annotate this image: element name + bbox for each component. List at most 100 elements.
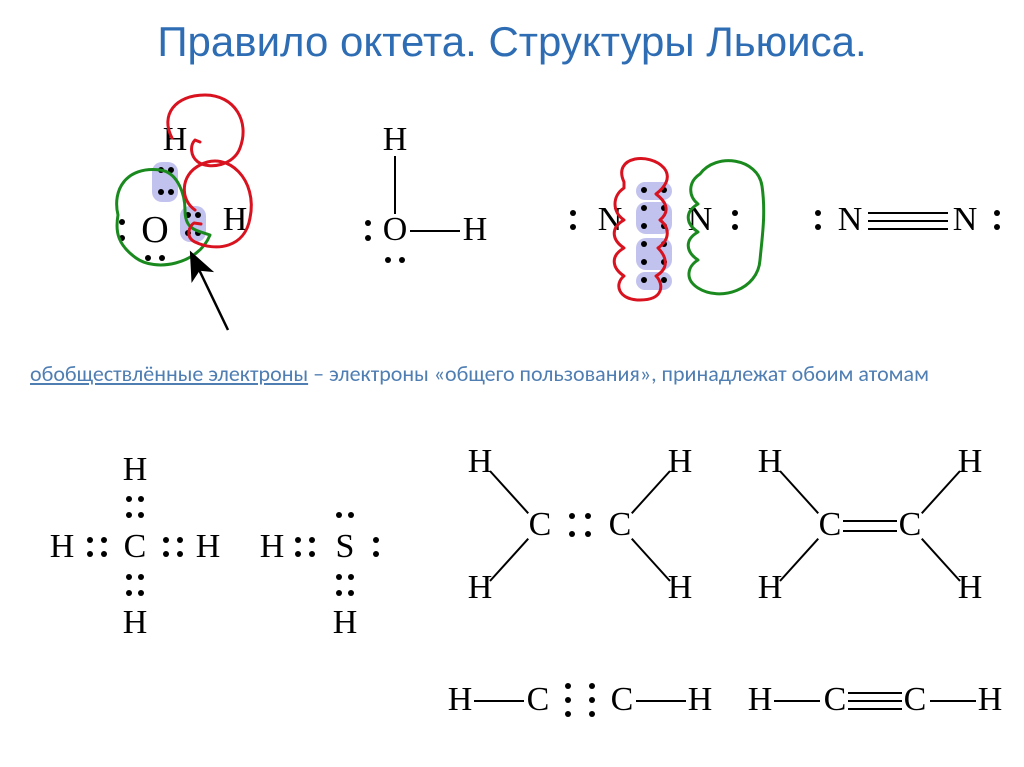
caption-term: обобществлённые электроны	[30, 360, 308, 387]
electron-dot	[185, 230, 191, 236]
electron-dot	[585, 531, 591, 537]
electron-dot	[732, 210, 738, 216]
bond	[631, 470, 670, 513]
electron-dot	[138, 496, 144, 502]
electron-dot	[138, 574, 144, 580]
electron-dot	[126, 574, 132, 580]
electron-dot	[87, 551, 93, 557]
atom-label: C	[611, 683, 634, 717]
electron-dot	[101, 551, 107, 557]
atom-label: H	[758, 445, 783, 479]
electron-dot	[589, 697, 595, 703]
electron-dot	[385, 257, 391, 263]
electron-dot	[126, 496, 132, 502]
electron-dot	[336, 512, 342, 518]
atom-label: H	[260, 530, 285, 564]
molecule-c2h2-lines: HCCH	[740, 660, 1010, 740]
atom-label: N	[598, 203, 623, 237]
bond	[930, 700, 976, 702]
atom-label: H	[978, 683, 1003, 717]
atom-label: H	[468, 571, 493, 605]
bond	[489, 470, 528, 513]
atom-label: H	[383, 123, 408, 157]
electron-dot	[569, 513, 575, 519]
bond	[843, 520, 897, 522]
atom-label: H	[958, 571, 983, 605]
slide-title: Правило октета. Структуры Льюиса.	[0, 18, 1024, 66]
molecule-c2h4-dots: HHCCHH	[450, 440, 710, 610]
caption-rest: – электроны «общего пользования», принад…	[308, 360, 929, 387]
electron-dot	[138, 512, 144, 518]
electron-dot	[641, 223, 647, 229]
atom-label: H	[50, 530, 75, 564]
electron-highlight	[152, 162, 178, 202]
electron-dot	[159, 255, 165, 261]
electron-dot	[641, 187, 647, 193]
bond	[868, 220, 948, 222]
electron-dot	[641, 241, 647, 247]
electron-dot	[815, 210, 821, 216]
electron-dot	[661, 187, 667, 193]
molecule-n2-lines: NN	[800, 180, 1000, 260]
electron-dot	[168, 189, 174, 195]
electron-dot	[168, 167, 174, 173]
electron-dot	[336, 590, 342, 596]
electron-dot	[589, 711, 595, 717]
atom-label: O	[141, 211, 168, 249]
molecule-h2o-lines: HOH	[300, 120, 480, 320]
atom-label: H	[333, 606, 358, 640]
electron-dot	[732, 224, 738, 230]
electron-dot	[336, 574, 342, 580]
electron-dot	[158, 189, 164, 195]
atom-label: C	[819, 508, 842, 542]
bond	[868, 212, 948, 214]
electron-dot	[101, 537, 107, 543]
electron-dot	[585, 513, 591, 519]
electron-dot	[158, 167, 164, 173]
molecule-h2o-dots: H O H	[60, 110, 260, 310]
atom-label: N	[838, 203, 863, 237]
atom-label: H	[123, 606, 148, 640]
electron-dot	[295, 537, 301, 543]
atom-label: H	[688, 683, 713, 717]
atom-label: H	[123, 453, 148, 487]
bond	[489, 538, 528, 581]
electron-dot	[163, 551, 169, 557]
electron-dot	[565, 711, 571, 717]
bond	[848, 708, 902, 710]
atom-label: H	[448, 683, 473, 717]
electron-highlight	[180, 206, 206, 242]
atom-label: S	[336, 530, 355, 564]
electron-dot	[87, 537, 93, 543]
atom-label: H	[223, 203, 248, 237]
electron-dot	[119, 235, 125, 241]
bond	[848, 700, 902, 702]
bond	[848, 692, 902, 694]
electron-dot	[661, 223, 667, 229]
bond	[394, 156, 396, 214]
electron-dot	[661, 277, 667, 283]
atom-label: C	[527, 683, 550, 717]
electron-dot	[185, 212, 191, 218]
electron-dot	[126, 590, 132, 596]
atom-label: N	[953, 203, 978, 237]
electron-dot	[195, 230, 201, 236]
electron-dot	[661, 205, 667, 211]
electron-dot	[399, 257, 405, 263]
atom-label: H	[748, 683, 773, 717]
electron-dot	[145, 255, 151, 261]
molecule-c2h4-lines: HHCCHH	[740, 440, 1000, 610]
electron-dot	[569, 531, 575, 537]
atom-label: H	[468, 445, 493, 479]
molecule-h2s: H S H	[240, 455, 420, 645]
molecule-ch4: HHCHH	[40, 455, 230, 645]
bond	[410, 230, 460, 232]
atom-label: O	[383, 213, 408, 247]
atom-label: H	[163, 123, 188, 157]
electron-dot	[641, 277, 647, 283]
electron-dot	[641, 259, 647, 265]
atom-label: H	[463, 213, 488, 247]
atom-label: C	[609, 508, 632, 542]
electron-dot	[348, 512, 354, 518]
electron-dot	[348, 574, 354, 580]
